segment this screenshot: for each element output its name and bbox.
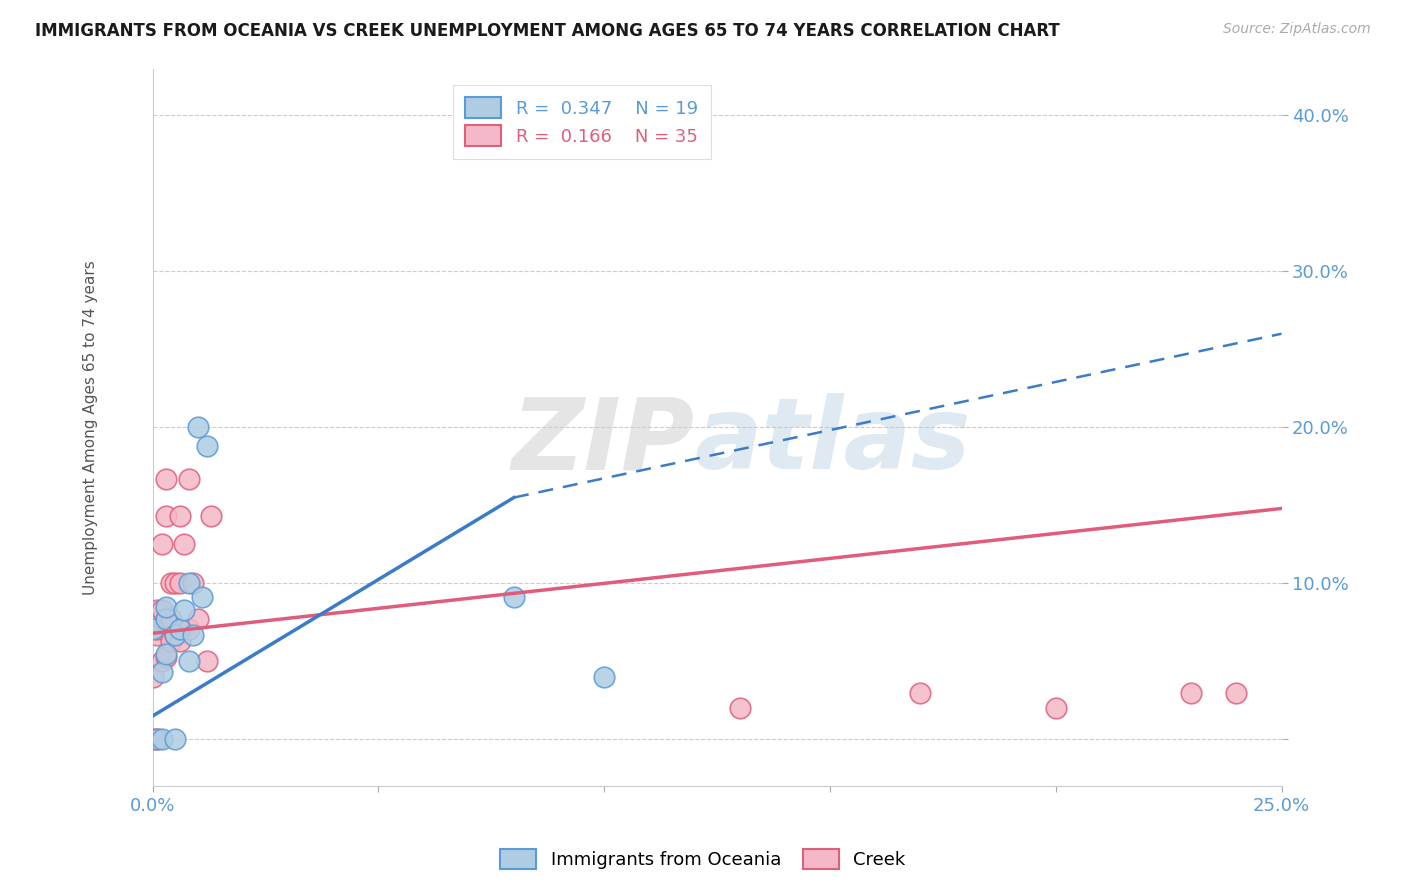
Point <box>142 622 165 636</box>
Point <box>177 576 200 591</box>
Point <box>146 622 169 636</box>
Text: IMMIGRANTS FROM OCEANIA VS CREEK UNEMPLOYMENT AMONG AGES 65 TO 74 YEARS CORRELAT: IMMIGRANTS FROM OCEANIA VS CREEK UNEMPLO… <box>35 22 1060 40</box>
Point <box>142 622 165 636</box>
Text: atlas: atlas <box>695 393 972 491</box>
Point <box>728 701 751 715</box>
Point <box>159 576 181 591</box>
Text: ZIP: ZIP <box>512 393 695 491</box>
Point <box>146 628 169 642</box>
Point <box>146 732 169 747</box>
Point <box>155 509 177 524</box>
Point <box>159 634 181 648</box>
Point <box>159 612 181 626</box>
Point <box>169 576 191 591</box>
Point <box>155 612 177 626</box>
Point <box>165 628 187 642</box>
Point <box>177 622 200 636</box>
Point <box>155 647 177 661</box>
Text: Unemployment Among Ages 65 to 74 years: Unemployment Among Ages 65 to 74 years <box>83 260 98 595</box>
Point <box>165 576 187 591</box>
Point <box>173 603 195 617</box>
Point <box>1225 685 1247 699</box>
Point <box>187 612 209 626</box>
Point <box>146 603 169 617</box>
Point <box>142 670 165 684</box>
Point <box>146 732 169 747</box>
Point <box>177 472 200 486</box>
Point <box>150 612 173 626</box>
Point <box>150 603 173 617</box>
Point <box>503 591 526 605</box>
Text: Source: ZipAtlas.com: Source: ZipAtlas.com <box>1223 22 1371 37</box>
Point <box>183 628 205 642</box>
Point <box>195 439 218 453</box>
Point <box>150 665 173 680</box>
Point <box>150 732 173 747</box>
Point <box>150 654 173 668</box>
Point <box>593 670 616 684</box>
Point <box>169 634 191 648</box>
Point <box>200 509 222 524</box>
Point <box>165 732 187 747</box>
Point <box>169 509 191 524</box>
Legend: R =  0.347    N = 19, R =  0.166    N = 35: R = 0.347 N = 19, R = 0.166 N = 35 <box>453 85 710 159</box>
Point <box>155 612 177 626</box>
Point <box>165 628 187 642</box>
Point <box>1180 685 1202 699</box>
Point <box>910 685 932 699</box>
Point <box>191 591 214 605</box>
Legend: Immigrants from Oceania, Creek: Immigrants from Oceania, Creek <box>491 839 915 879</box>
Point <box>142 732 165 747</box>
Point <box>155 472 177 486</box>
Point <box>1045 701 1067 715</box>
Point <box>187 420 209 434</box>
Point <box>150 537 173 551</box>
Point <box>169 622 191 636</box>
Point <box>173 537 195 551</box>
Point <box>155 599 177 614</box>
Point <box>183 576 205 591</box>
Point <box>155 649 177 664</box>
Point <box>177 654 200 668</box>
Point <box>195 654 218 668</box>
